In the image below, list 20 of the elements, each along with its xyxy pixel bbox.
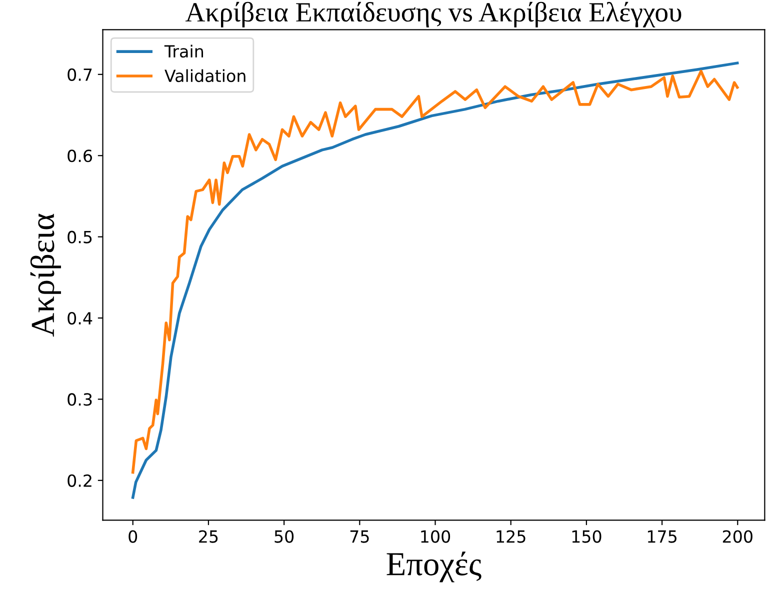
y-tick-label: 0.5 [68, 230, 92, 244]
y-tick-label: 0.4 [68, 312, 92, 325]
x-tick-label: 0 [128, 530, 138, 543]
y-tick-label: 0.6 [68, 150, 92, 162]
x-axis-title: Εποχές [386, 552, 482, 582]
x-tick-label: 125 [496, 530, 526, 543]
x-tick-label: 25 [199, 530, 218, 543]
y-tick-label: 0.2 [68, 474, 92, 487]
chart-title: Ακρίβεια Εκπαίδευσης vs Ακρίβεια Ελέγχου [185, 2, 682, 28]
x-tick-label: 200 [722, 530, 752, 543]
x-tick-label: 75 [350, 530, 369, 543]
x-tick-label: 50 [274, 530, 294, 543]
y-tick-label: 0.7 [68, 68, 92, 81]
y-tick-label: 0.3 [68, 393, 92, 406]
x-tick-label: 175 [648, 530, 676, 543]
x-tick-label: 150 [572, 530, 602, 543]
y-axis-title: Ακρίβεια [30, 214, 61, 337]
legend-label: Validation [164, 69, 246, 82]
legend-label: Train [164, 44, 204, 58]
x-tick-label: 100 [421, 530, 450, 543]
